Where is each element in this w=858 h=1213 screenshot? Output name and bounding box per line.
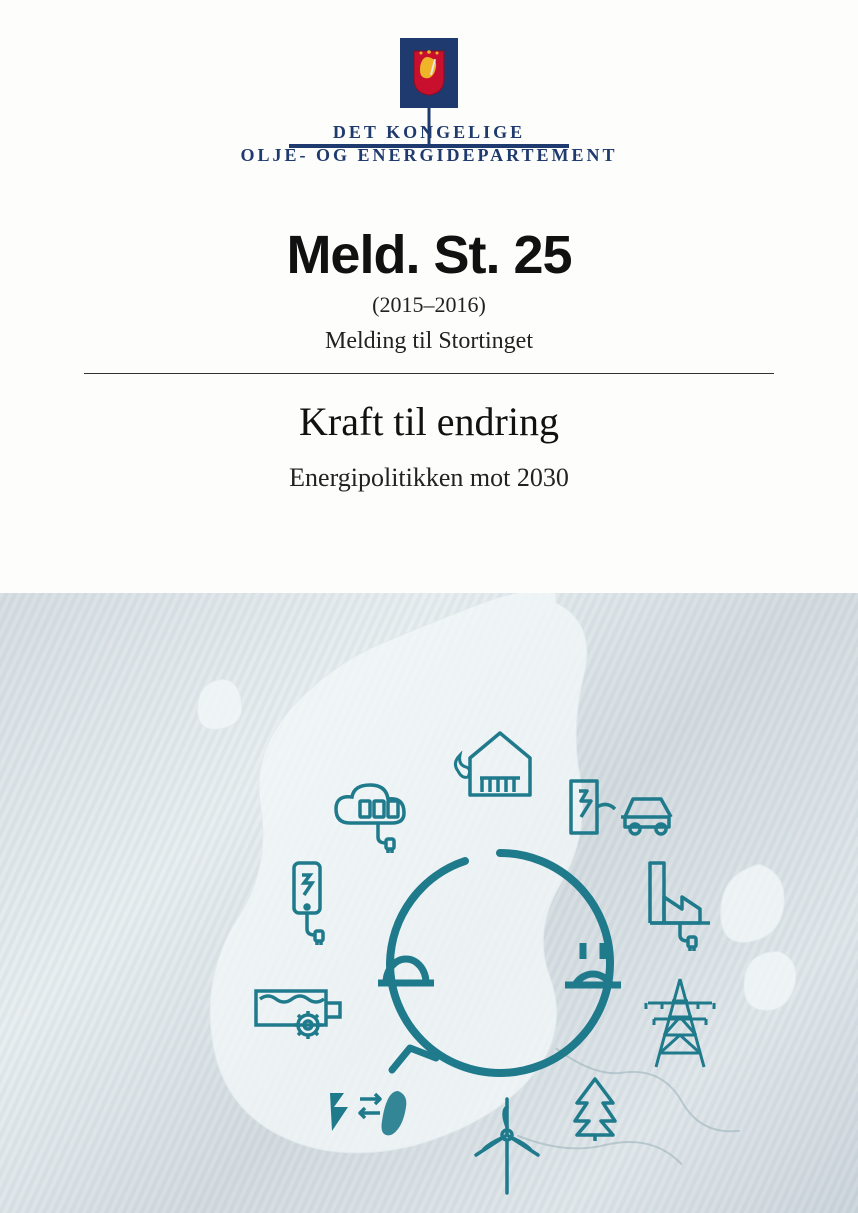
document-number: Meld. St. 25 — [80, 224, 778, 286]
energy-icons-layer — [0, 593, 858, 1213]
crest-underline — [289, 144, 569, 148]
smart-device-icon — [286, 859, 336, 949]
hydro-battery-icon — [250, 981, 360, 1041]
crest-pole — [428, 108, 431, 144]
wind-turbine-icon — [462, 1093, 552, 1203]
power-line-icon — [640, 973, 720, 1073]
crest-wrap — [400, 38, 458, 112]
cloud-data-icon — [330, 783, 430, 863]
house-heating-icon — [450, 723, 540, 803]
document-subheading: Melding til Stortinget — [80, 328, 778, 355]
title-block: Meld. St. 25 (2015–2016) Melding til Sto… — [0, 224, 858, 493]
document-title: Kraft til endring — [80, 398, 778, 445]
ev-charging-icon — [565, 773, 675, 843]
document-cover: DET KONGELIGE OLJE- OG ENERGIDEPARTEMENT… — [0, 0, 858, 1213]
crest-icon — [400, 38, 458, 108]
energy-cycle-icon — [360, 823, 640, 1103]
tree-icon — [565, 1073, 625, 1143]
document-subtitle: Energipolitikken mot 2030 — [80, 463, 778, 493]
ministry-line2: OLJE- OG ENERGIDEPARTEMENT — [0, 145, 858, 166]
factory-icon — [640, 853, 720, 953]
divider — [84, 373, 774, 374]
ministry-header: DET KONGELIGE OLJE- OG ENERGIDEPARTEMENT — [0, 0, 858, 166]
power-exchange-icon — [320, 1083, 430, 1143]
cover-illustration — [0, 593, 858, 1213]
document-year: (2015–2016) — [80, 292, 778, 318]
